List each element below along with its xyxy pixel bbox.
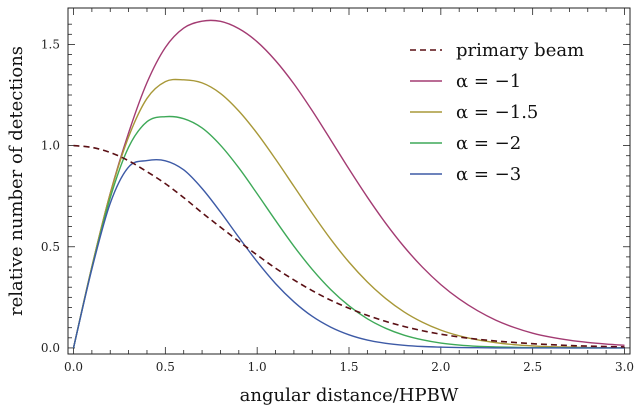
- series-line-0: [73, 144, 625, 348]
- series-line-2: [72, 78, 625, 349]
- legend-label: primary beam: [456, 40, 584, 61]
- series-line-3: [72, 115, 625, 349]
- y-tick-label: 1.0: [41, 139, 60, 153]
- y-tick-label: 0.0: [41, 341, 60, 355]
- y-tick-label: 0.5: [41, 240, 60, 254]
- x-tick-label: 0.0: [64, 360, 83, 374]
- series-group: [72, 19, 625, 349]
- legend-label: α = −2: [456, 133, 521, 154]
- legend: primary beam α = −1 α = −1.5 α = −2 α = −3: [410, 40, 584, 185]
- x-tick-label: 0.5: [156, 360, 175, 374]
- x-tick-label: 3.0: [615, 360, 634, 374]
- series-line-4: [72, 158, 625, 349]
- legend-label: α = −3: [456, 164, 521, 185]
- x-tick-label: 2.0: [431, 360, 450, 374]
- x-tick-label: 1.5: [339, 360, 358, 374]
- y-axis-title: relative number of detections: [6, 46, 27, 316]
- x-tick-label: 2.5: [523, 360, 542, 374]
- series-line-1: [72, 19, 625, 349]
- y-tick-label: 1.5: [41, 37, 60, 51]
- legend-label: α = −1.5: [456, 102, 538, 123]
- legend-label: α = −1: [456, 71, 521, 92]
- x-tick-label: 1.0: [248, 360, 267, 374]
- ticks: 0.0 0.5 1.0 1.5 2.0 2.5 3.0 0.0 0.5 1.0 1.5: [41, 8, 634, 374]
- x-axis-title: angular distance/HPBW: [240, 385, 459, 406]
